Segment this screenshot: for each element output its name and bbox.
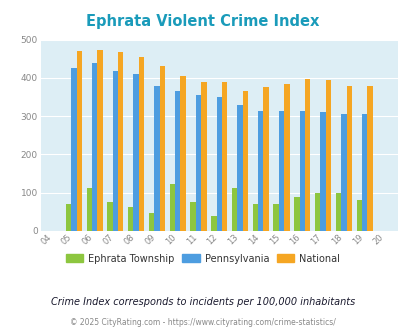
Text: © 2025 CityRating.com - https://www.cityrating.com/crime-statistics/: © 2025 CityRating.com - https://www.city… [70,318,335,327]
Bar [149,214,154,231]
Bar [66,204,71,231]
Bar [77,51,82,231]
Bar [211,216,216,231]
Bar [346,85,351,231]
Bar [113,71,118,231]
Bar [128,207,133,231]
Bar [361,114,367,231]
Bar [294,197,299,231]
Bar [175,91,180,231]
Bar [356,200,361,231]
Bar [133,74,139,231]
Bar [335,193,340,231]
Bar [154,85,159,231]
Bar [190,202,195,231]
Bar [86,188,92,231]
Bar [325,80,330,231]
Bar [340,114,346,231]
Text: Ephrata Violent Crime Index: Ephrata Violent Crime Index [86,14,319,29]
Bar [278,111,284,231]
Bar [320,112,325,231]
Bar [159,66,164,231]
Bar [263,87,268,231]
Bar [304,79,310,231]
Bar [222,82,227,231]
Bar [118,52,123,231]
Bar [92,63,97,231]
Bar [216,97,222,231]
Text: Crime Index corresponds to incidents per 100,000 inhabitants: Crime Index corresponds to incidents per… [51,297,354,307]
Bar [195,95,200,231]
Bar [314,193,320,231]
Bar [273,204,278,231]
Bar [107,202,113,231]
Bar [97,50,102,231]
Bar [231,188,237,231]
Bar [237,105,242,231]
Legend: Ephrata Township, Pennsylvania, National: Ephrata Township, Pennsylvania, National [62,249,343,267]
Bar [299,111,304,231]
Bar [258,111,263,231]
Bar [367,86,372,231]
Bar [200,82,206,231]
Bar [139,57,144,231]
Bar [169,184,175,231]
Bar [252,204,258,231]
Bar [71,68,77,231]
Bar [180,76,185,231]
Bar [242,91,247,231]
Bar [284,84,289,231]
